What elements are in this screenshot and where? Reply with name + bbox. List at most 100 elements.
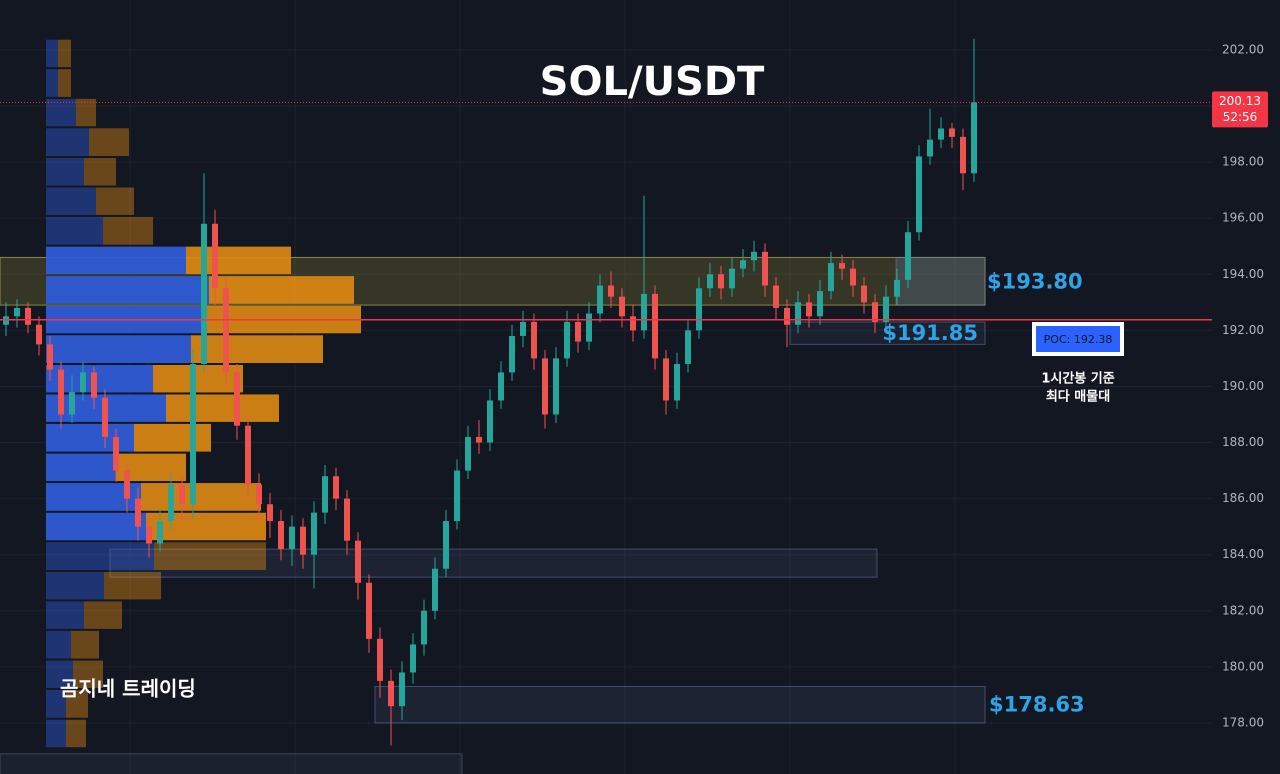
y-tick-label: 182.00: [1222, 603, 1264, 617]
note-line: 1시간봉 기준: [1041, 371, 1114, 387]
candle-body: [938, 128, 944, 140]
candle-body: [850, 268, 856, 286]
profile-buy: [46, 216, 103, 245]
profile-sell: [146, 512, 266, 541]
profile-sell: [166, 394, 279, 422]
candle-body: [3, 316, 9, 325]
y-tick-label: 190.00: [1222, 379, 1264, 393]
candle-body: [135, 498, 141, 527]
profile-sell: [104, 571, 161, 600]
candle-body: [146, 526, 152, 544]
candle-body: [190, 364, 196, 505]
candle-body: [861, 285, 867, 303]
candle-body: [399, 672, 405, 707]
profile-sell: [153, 365, 243, 393]
price-tag-label: 200.13: [1219, 94, 1261, 108]
profile-buy: [46, 690, 66, 718]
candle-body: [476, 436, 482, 443]
candle-body: [366, 582, 372, 639]
candle-body: [80, 372, 86, 393]
profile-buy: [46, 719, 66, 748]
candle-body: [674, 364, 680, 401]
candle-body: [575, 321, 581, 342]
candle-body: [971, 102, 977, 174]
candle-body: [355, 540, 361, 583]
candle-body: [432, 568, 438, 611]
profile-sell: [66, 690, 88, 718]
candle-body: [421, 610, 427, 645]
profile-buy: [46, 571, 104, 600]
profile-buy: [46, 630, 71, 659]
vertical-grid: [129, 0, 956, 774]
candle-body: [927, 139, 933, 157]
candle-body: [36, 324, 42, 345]
y-tick-label: 196.00: [1222, 211, 1264, 225]
candle-body: [267, 504, 273, 522]
candle-body: [322, 476, 328, 513]
candle-body: [25, 307, 31, 325]
profile-sell: [58, 69, 71, 97]
profile-buy: [46, 512, 146, 541]
candle-body: [377, 638, 383, 681]
candle-body: [124, 470, 130, 499]
y-tick-label: 198.00: [1222, 155, 1264, 169]
profile-sell: [134, 423, 211, 452]
profile-buy: [46, 601, 84, 629]
candle-body: [289, 526, 295, 550]
candle-body: [773, 285, 779, 308]
y-tick-label: 180.00: [1222, 659, 1264, 673]
candle-body: [652, 293, 658, 359]
candle-body: [542, 358, 548, 415]
chart-title: SOL/USDT: [540, 59, 765, 105]
candle-body: [333, 476, 339, 499]
candle-body: [14, 307, 20, 317]
candle-body: [740, 260, 746, 269]
profile-sell: [71, 630, 99, 659]
candle-body: [531, 321, 537, 359]
zone-box: [109, 548, 878, 578]
candle-body: [949, 128, 955, 137]
y-tick-label: 186.00: [1222, 491, 1264, 505]
y-tick-label: 178.00: [1222, 715, 1264, 729]
candle-body: [102, 397, 108, 437]
profile-buy: [46, 69, 58, 97]
zone-label: $178.63: [989, 693, 1085, 717]
candle-body: [91, 372, 97, 398]
candle-body: [256, 484, 262, 505]
profile-sell: [73, 660, 103, 689]
candle-body: [487, 400, 493, 443]
profile-sell: [154, 542, 266, 570]
candle-body: [168, 484, 174, 522]
candle-body: [729, 268, 735, 289]
profile-buy: [46, 39, 58, 68]
candle-body: [278, 521, 284, 550]
candle-body: [916, 156, 922, 233]
candle-body: [839, 263, 845, 269]
profile-buy: [46, 660, 73, 689]
candle-body: [454, 470, 460, 522]
candle-body: [960, 136, 966, 174]
countdown: 52:56: [1223, 110, 1258, 124]
y-tick-label: 202.00: [1222, 42, 1264, 56]
candle-body: [718, 274, 724, 289]
candle-body: [630, 316, 636, 331]
candle-body: [520, 321, 526, 336]
zone-box: [374, 686, 986, 724]
candle-body: [410, 644, 416, 673]
profile-buy: [46, 158, 84, 186]
profile-sell: [84, 601, 122, 629]
y-tick-label: 192.00: [1222, 323, 1264, 337]
profile-sell: [76, 98, 96, 127]
candle-body: [509, 335, 515, 373]
candle-body: [641, 293, 647, 331]
candle-body: [465, 436, 471, 471]
candle-body: [388, 680, 394, 707]
candle-body: [179, 484, 185, 505]
profile-sell: [141, 483, 261, 511]
profile-buy: [46, 187, 96, 215]
note-line: 최다 매물대: [1046, 389, 1110, 405]
profile-buy: [46, 423, 134, 452]
profile-buy: [46, 128, 89, 157]
zone-box: [0, 753, 463, 774]
